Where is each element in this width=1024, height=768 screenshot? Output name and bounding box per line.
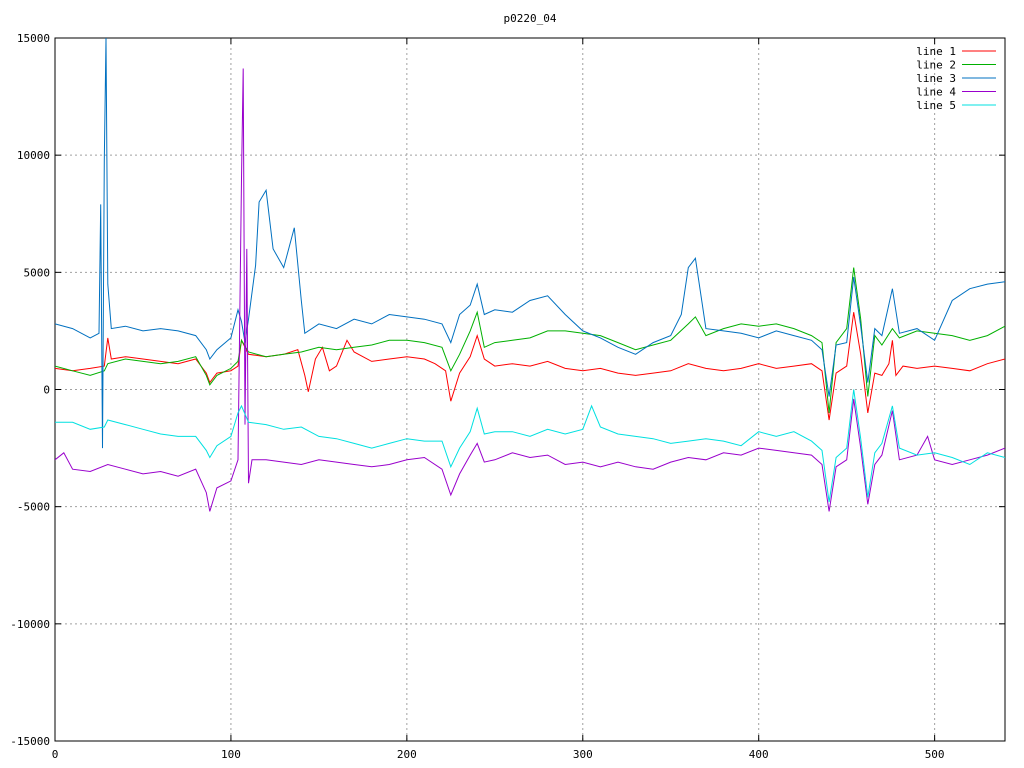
series-line-5 — [55, 389, 1005, 503]
plot-frame — [54, 37, 1006, 742]
y-tick-label: -10000 — [10, 618, 50, 631]
x-tick-label: 100 — [221, 748, 241, 761]
series-line-4 — [55, 68, 1005, 512]
series-group — [55, 38, 1005, 512]
series-line-3 — [55, 38, 1005, 449]
x-tick-label: 0 — [52, 748, 59, 761]
legend-label-1: line 1 — [916, 45, 956, 58]
chart-title: p0220_04 — [504, 12, 557, 25]
legend-label-4: line 4 — [916, 86, 956, 99]
y-tick-label: 15000 — [17, 32, 50, 45]
legend-label-2: line 2 — [916, 59, 956, 72]
y-tick-label: 5000 — [24, 266, 51, 279]
y-tick-label: -15000 — [10, 735, 50, 748]
x-tick-label: 500 — [925, 748, 945, 761]
y-tick-label: 10000 — [17, 149, 50, 162]
series-line-2 — [55, 267, 1005, 413]
x-tick-label: 300 — [573, 748, 593, 761]
grid-lines — [55, 38, 1005, 741]
x-tick-label: 400 — [749, 748, 769, 761]
legend-label-3: line 3 — [916, 72, 956, 85]
y-tick-label: -5000 — [17, 501, 50, 514]
x-tick-label: 200 — [397, 748, 417, 761]
series-line-1 — [55, 312, 1005, 421]
axes: 0 100 200 300 400 500 -15000 -10000 -5000 0 5000 10… — [10, 32, 1006, 761]
y-tick-label: 0 — [43, 384, 50, 397]
legend-label-5: line 5 — [916, 99, 956, 112]
